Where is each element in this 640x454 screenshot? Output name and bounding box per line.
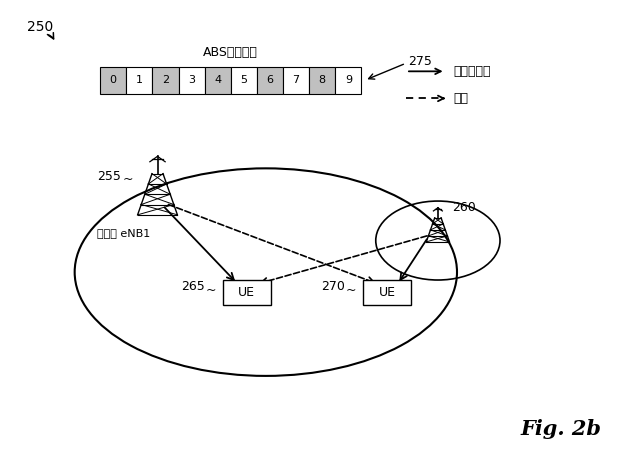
Text: 4: 4 <box>214 75 221 85</box>
Text: 260: 260 <box>452 201 476 214</box>
Text: 6: 6 <box>266 75 273 85</box>
Text: 7: 7 <box>292 75 300 85</box>
Text: 250: 250 <box>27 20 53 34</box>
Bar <box>231 67 257 94</box>
Text: 8: 8 <box>319 75 326 85</box>
Text: 275: 275 <box>408 55 432 68</box>
Bar <box>257 67 283 94</box>
Bar <box>223 280 271 305</box>
Text: UE: UE <box>378 286 396 299</box>
Text: ABSパターン: ABSパターン <box>204 46 258 59</box>
Bar <box>335 67 362 94</box>
Bar <box>283 67 309 94</box>
Text: 270: 270 <box>321 280 346 293</box>
Text: 所望の信号: 所望の信号 <box>454 65 492 78</box>
Text: 255: 255 <box>97 170 121 183</box>
Text: 2: 2 <box>162 75 169 85</box>
Text: ~: ~ <box>346 284 356 297</box>
Text: マクロ eNB1: マクロ eNB1 <box>97 228 150 238</box>
Bar <box>179 67 205 94</box>
Text: 3: 3 <box>188 75 195 85</box>
Text: UE: UE <box>238 286 255 299</box>
Bar <box>363 280 411 305</box>
Text: 265: 265 <box>181 280 205 293</box>
Text: 干渉: 干渉 <box>454 92 469 105</box>
Bar <box>126 67 152 94</box>
Bar <box>100 67 126 94</box>
Text: ~: ~ <box>205 284 216 297</box>
Text: 0: 0 <box>109 75 116 85</box>
Bar <box>205 67 231 94</box>
Text: 1: 1 <box>136 75 143 85</box>
Bar <box>309 67 335 94</box>
Text: 9: 9 <box>345 75 352 85</box>
Text: 5: 5 <box>241 75 247 85</box>
Text: Fig. 2b: Fig. 2b <box>521 419 602 439</box>
Text: ~: ~ <box>122 173 133 186</box>
Bar <box>152 67 179 94</box>
